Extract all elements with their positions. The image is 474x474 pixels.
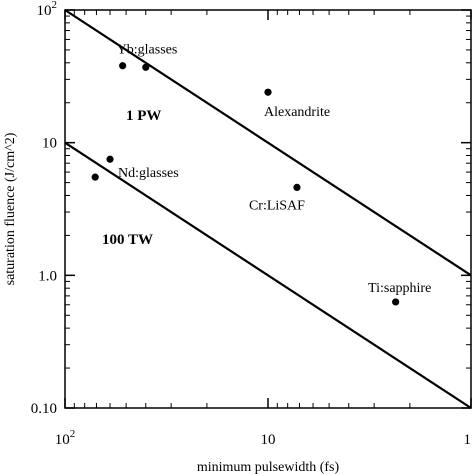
labels: 1 PW 100 TW Yb:glasses Alexandrite Nd:glasse… (102, 43, 431, 296)
point-label: Yb:glasses (117, 43, 178, 58)
x-tick-label-exponent: 2 (70, 428, 76, 440)
x-axis-label: minimum pulsewidth (fs) (197, 460, 340, 474)
point-label: Nd:glasses (118, 166, 179, 181)
x-tick-label-base: 10 (261, 432, 276, 448)
power-line (64, 141, 472, 409)
x-tick-label-base: 10 (55, 432, 70, 448)
y-tick-label: 1.0 (38, 268, 57, 284)
y-tick-label: 0.10 (31, 401, 57, 417)
data-point (392, 298, 400, 306)
data-point (142, 63, 150, 71)
data-point (293, 183, 301, 192)
point-label: Ti:sapphire (368, 281, 431, 296)
data-point (119, 62, 127, 70)
data-point (264, 88, 272, 96)
power-line (64, 9, 472, 277)
point-label: Cr:LiSAF (249, 198, 305, 213)
x-tick-label: 1 (464, 432, 472, 448)
y-tick-label-base: 0.10 (31, 401, 57, 417)
y-tick-label: 10 (42, 136, 57, 152)
reference-lines (64, 9, 472, 409)
y-tick-label-base: 10 (37, 3, 52, 19)
y-tick-label-base: 1.0 (38, 268, 57, 284)
y-tick-label-base: 10 (42, 136, 57, 152)
power-line-label: 1 PW (126, 108, 161, 124)
data-points (91, 62, 400, 306)
y-axis-label: saturation fluence (J/cm^2) (3, 132, 18, 285)
data-point (106, 155, 114, 163)
x-tick-label: 10 (261, 432, 276, 448)
power-line-label: 100 TW (102, 232, 153, 248)
point-label: Alexandrite (264, 105, 330, 120)
y-tick-label: 102 (37, 0, 58, 19)
x-tick-label: 102 (55, 428, 76, 448)
y-tick-label-exponent: 2 (52, 0, 58, 11)
data-point (91, 173, 99, 181)
x-tick-label-base: 1 (464, 432, 472, 448)
